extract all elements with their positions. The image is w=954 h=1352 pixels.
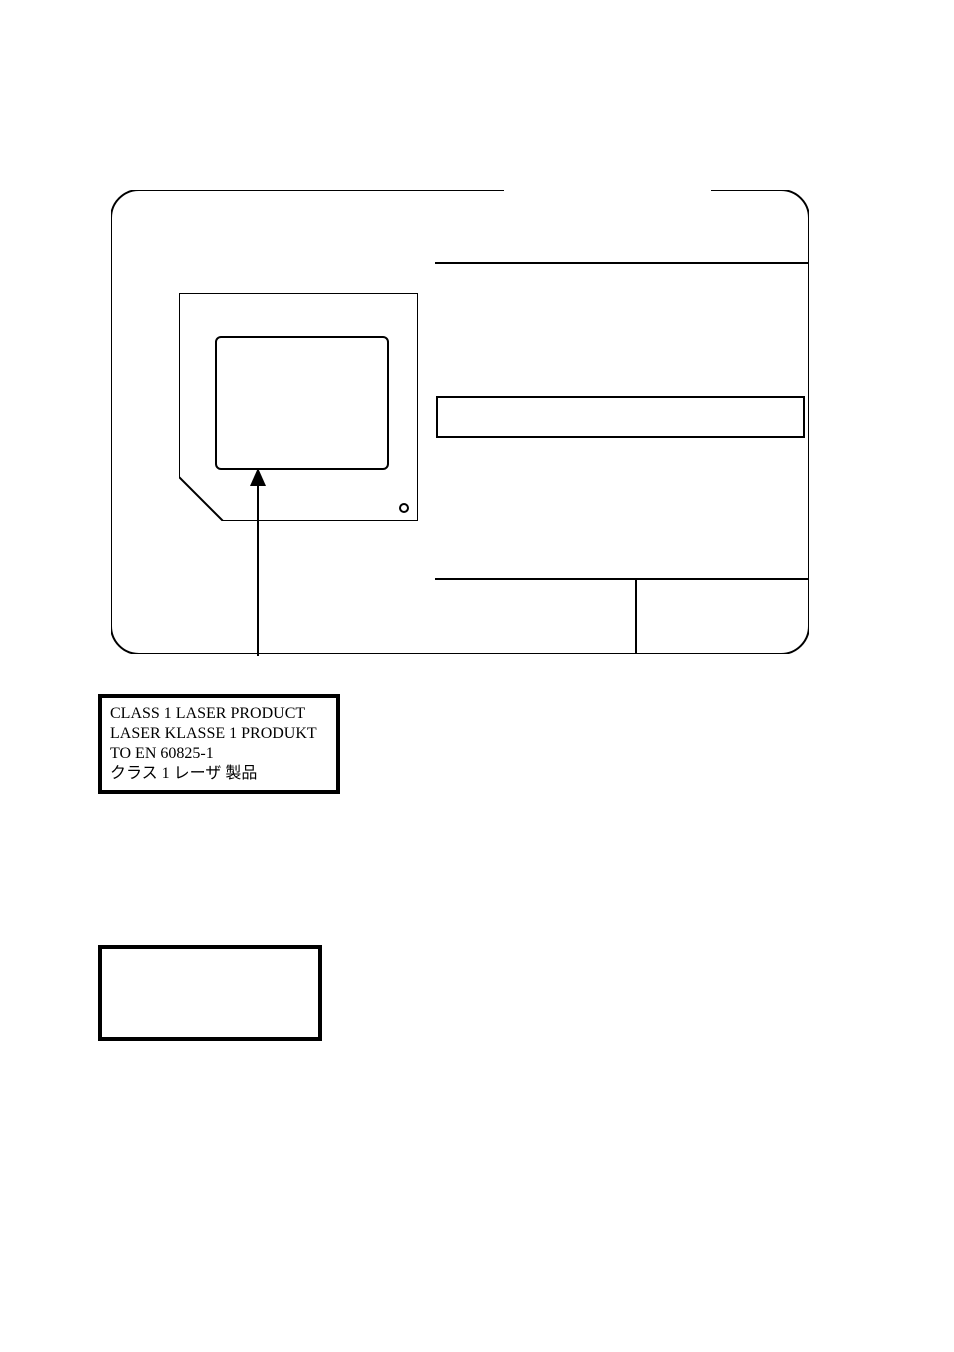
device-led — [400, 504, 408, 512]
laser-label-line-1: CLASS 1 LASER PRODUCT — [110, 704, 326, 724]
laser-label-line-3: TO EN 60825-1 — [110, 744, 326, 764]
laser-class-label: CLASS 1 LASER PRODUCT LASER KLASSE 1 PRO… — [98, 694, 340, 794]
pointer-arrow — [247, 468, 269, 656]
device-window — [216, 337, 388, 469]
laser-label-line-4: クラス 1 レーザ 製品 — [110, 764, 326, 784]
laser-label-line-2: LASER KLASSE 1 PRODUKT — [110, 724, 326, 744]
secondary-label-box — [98, 945, 322, 1041]
page: CLASS 1 LASER PRODUCT LASER KLASSE 1 PRO… — [0, 0, 954, 1352]
device-outline — [179, 293, 418, 521]
